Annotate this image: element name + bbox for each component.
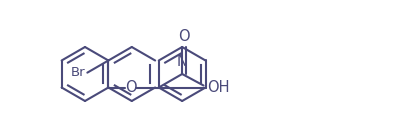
- Text: O: O: [178, 29, 190, 44]
- Text: O: O: [126, 80, 137, 95]
- Text: N: N: [177, 54, 187, 69]
- Text: OH: OH: [208, 80, 230, 95]
- Text: Br: Br: [71, 66, 85, 79]
